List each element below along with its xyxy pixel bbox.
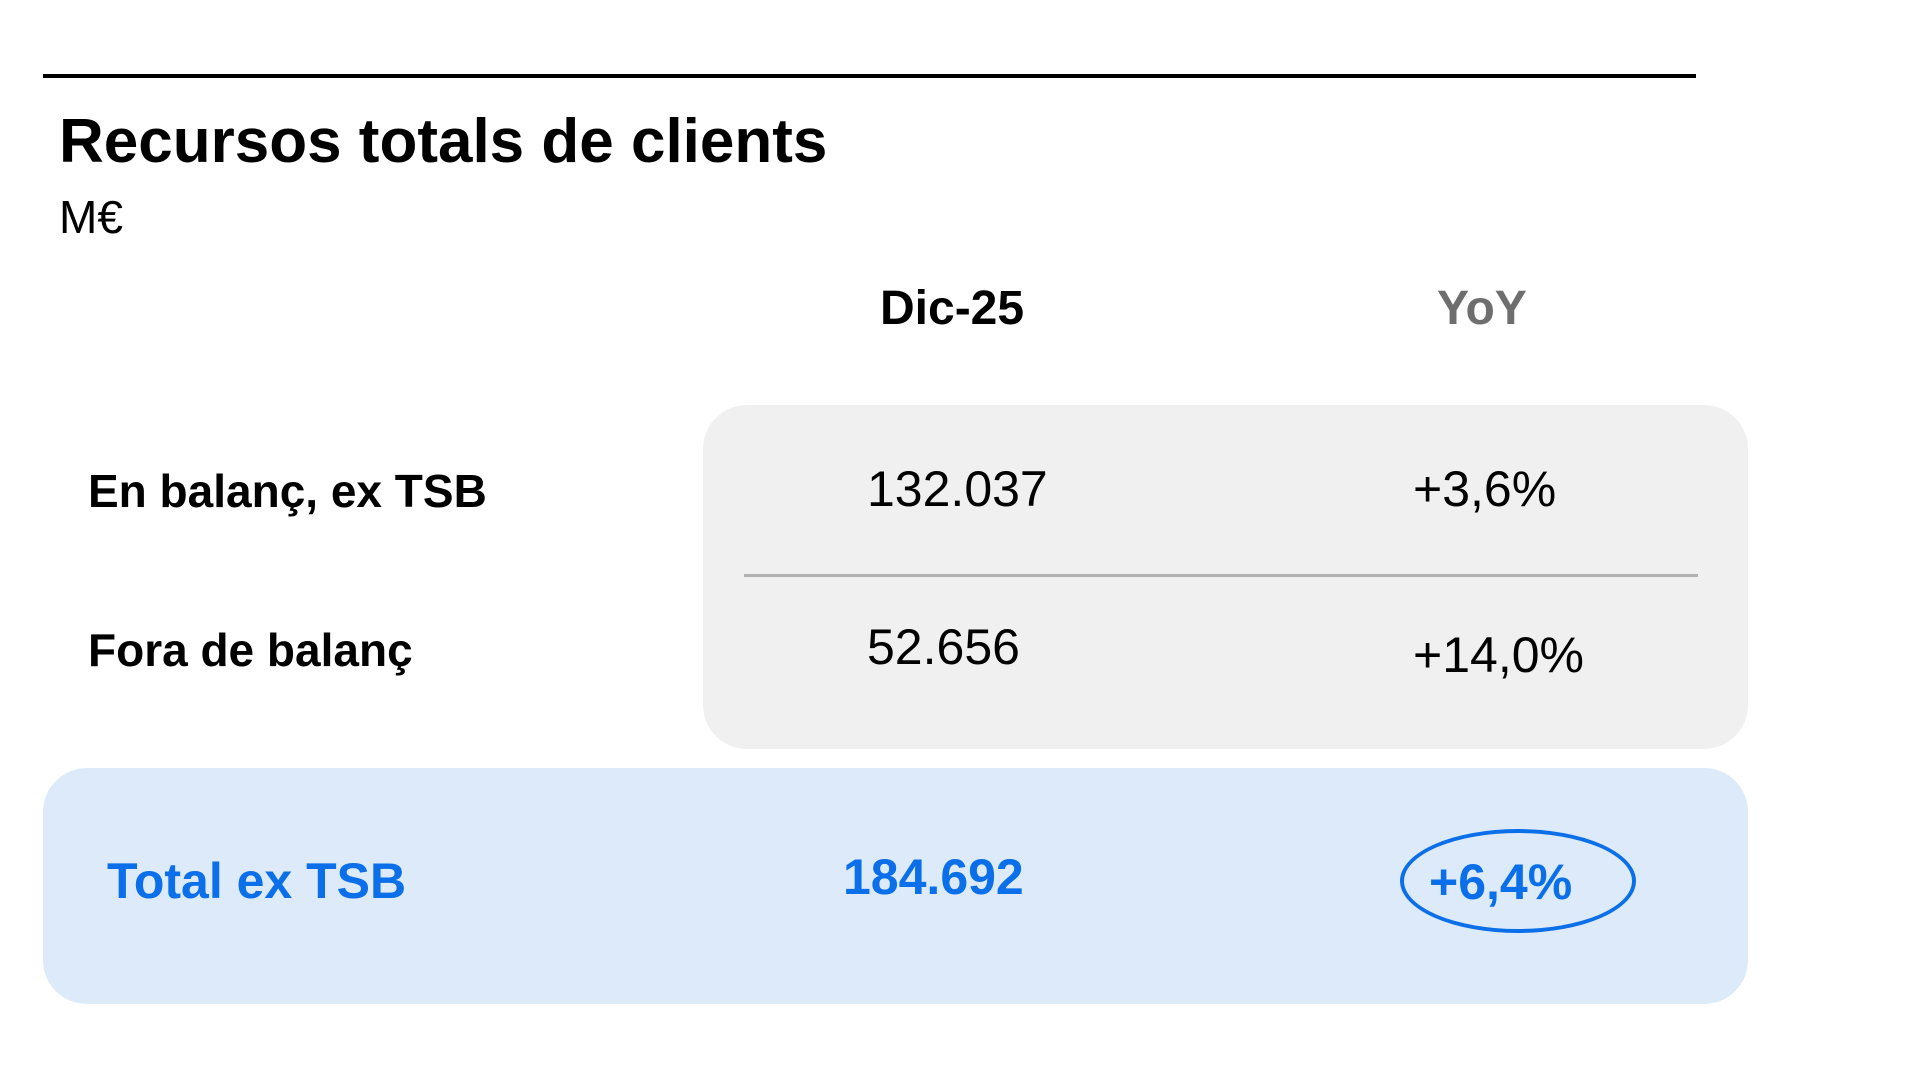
- top-divider: [43, 74, 1696, 78]
- row-label-on-balance: En balanç, ex TSB: [88, 465, 487, 517]
- row-change-off-balance: +14,0%: [1413, 627, 1584, 683]
- highlight-ellipse: [1400, 829, 1636, 933]
- total-value: 184.692: [843, 849, 1024, 905]
- row-label-off-balance: Fora de balanç: [88, 624, 413, 676]
- row-value-on-balance: 132.037: [867, 461, 1048, 517]
- column-header-yoy: YoY: [1437, 282, 1527, 335]
- page-title: Recursos totals de clients: [59, 107, 828, 176]
- total-label: Total ex TSB: [107, 853, 407, 909]
- row-value-off-balance: 52.656: [867, 619, 1020, 675]
- row-divider: [744, 574, 1698, 577]
- row-change-on-balance: +3,6%: [1413, 461, 1557, 517]
- total-change: +6,4%: [1429, 854, 1573, 910]
- column-header-period: Dic-25: [880, 282, 1025, 335]
- unit-label: M€: [59, 191, 123, 243]
- values-panel: [703, 405, 1748, 749]
